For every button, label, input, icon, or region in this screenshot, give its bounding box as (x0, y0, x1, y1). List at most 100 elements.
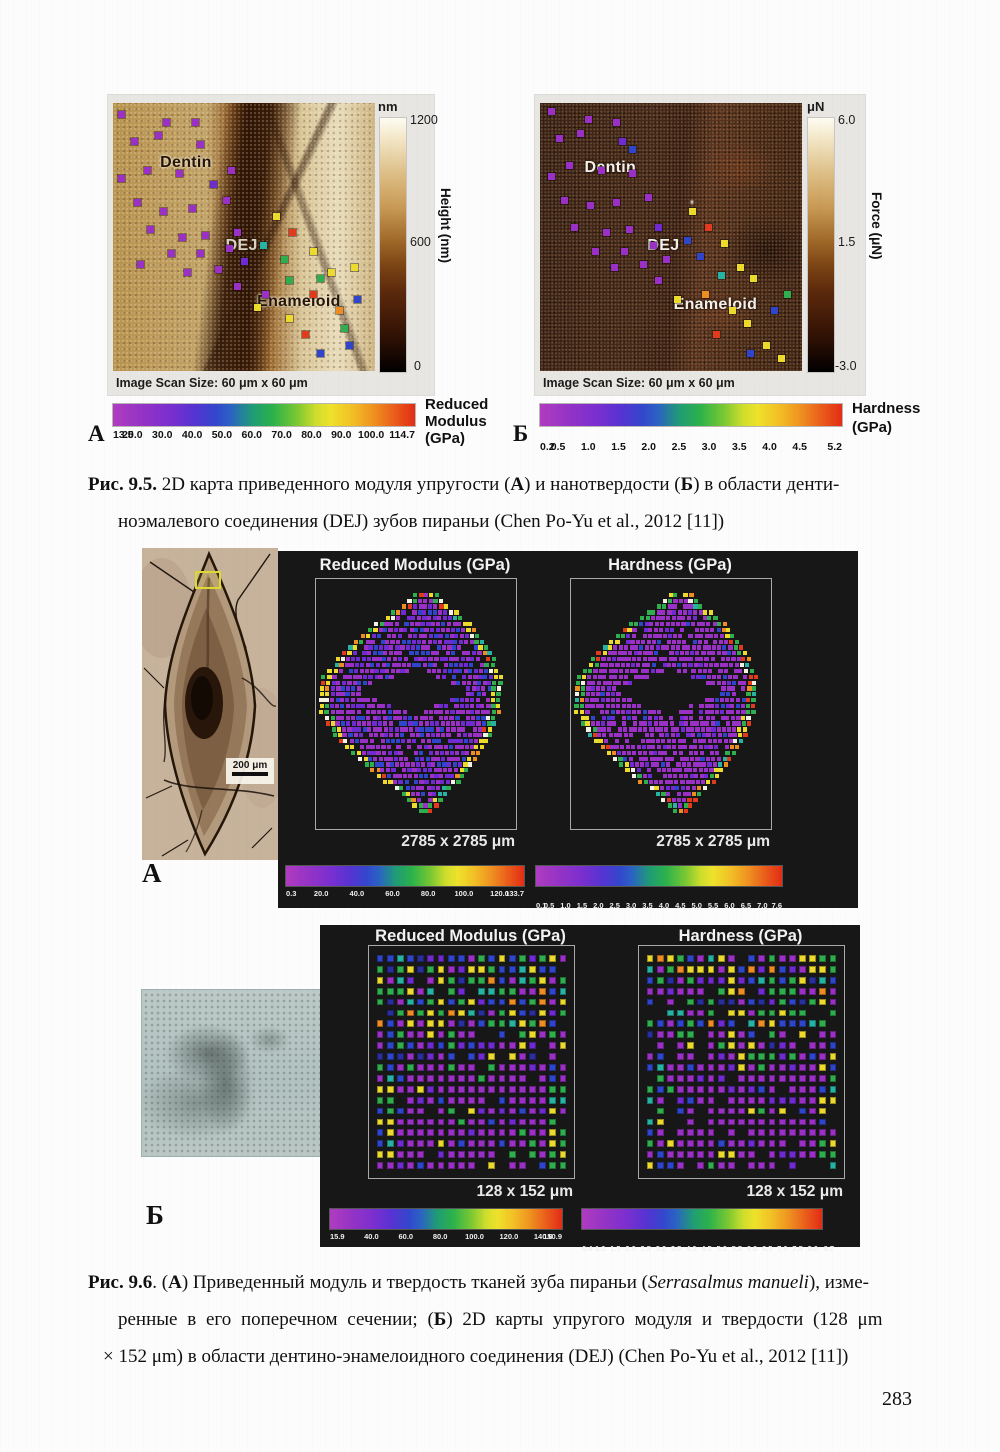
data-dot (470, 744, 475, 750)
data-dot (332, 680, 337, 685)
data-dot (729, 662, 734, 668)
data-dot (668, 604, 673, 609)
data-dot (429, 774, 434, 779)
indent-marker (584, 116, 592, 124)
data-dot (799, 1129, 806, 1137)
data-dot (539, 955, 546, 962)
data-dot (788, 1162, 796, 1169)
data-dot (412, 592, 417, 597)
data-dot (339, 662, 344, 668)
caption-segment: Б (680, 474, 694, 495)
data-dot (430, 733, 436, 738)
indent-marker (144, 167, 152, 175)
data-dot (740, 662, 745, 668)
data-dot (699, 703, 704, 709)
data-dot (748, 1151, 756, 1159)
data-dot (646, 1085, 654, 1093)
data-dot (447, 1064, 455, 1071)
data-dot (319, 709, 324, 714)
data-dot (445, 651, 451, 656)
data-dot (722, 651, 727, 656)
data-dot (698, 739, 703, 744)
data-dot (768, 1140, 776, 1148)
data-dot (417, 955, 425, 962)
data-dot (381, 774, 386, 779)
data-dot (768, 1020, 776, 1028)
reduced-modulus-dotmap (315, 578, 517, 830)
data-dot (488, 1064, 496, 1071)
data-dot (829, 1140, 837, 1148)
data-dot (741, 698, 746, 703)
fig96b-maps-panel: Reduced Modulus (GPa) 128 x 152 μm Hardn… (320, 925, 860, 1253)
data-dot (658, 727, 664, 732)
data-dot (423, 657, 428, 662)
afm-force-image: Dentin DEJ Enameloid (540, 103, 802, 371)
data-dot (639, 674, 644, 679)
data-dot (444, 774, 450, 779)
data-dot (432, 662, 437, 668)
data-dot (619, 674, 624, 679)
data-dot (679, 627, 684, 633)
data-dot (417, 998, 425, 1006)
data-dot (396, 1118, 404, 1126)
data-dot (748, 955, 756, 962)
data-dot (727, 1053, 735, 1060)
data-dot (401, 604, 406, 609)
data-dot (687, 1085, 695, 1093)
data-dot (723, 668, 728, 673)
data-dot (447, 1042, 455, 1050)
data-dot (437, 1096, 445, 1104)
data-dot (539, 1151, 546, 1159)
data-dot (329, 698, 334, 703)
data-dot (721, 727, 727, 732)
data-dot (447, 1096, 455, 1104)
data-dot (430, 622, 436, 627)
data-dot (634, 668, 639, 673)
data-dot (456, 627, 461, 633)
data-dot (650, 762, 655, 767)
data-dot (394, 785, 399, 790)
data-dot (412, 662, 417, 668)
data-dot (652, 639, 657, 644)
data-dot (679, 709, 684, 714)
indent-marker (744, 320, 752, 328)
data-dot (638, 645, 644, 650)
tick-label: 6.0 (746, 1244, 758, 1253)
data-dot (366, 715, 371, 720)
data-dot (334, 703, 340, 709)
indent-marker (118, 111, 126, 119)
data-dot (406, 739, 412, 744)
reduced-modulus-ticks: 13.5 20.0 30.0 40.0 50.0 60.0 70.0 80.0 90.0 100.… (113, 429, 415, 441)
data-dot (748, 1009, 756, 1017)
data-dot (788, 1074, 796, 1082)
data-dot (496, 692, 501, 697)
data-dot (447, 1085, 455, 1093)
data-dot (677, 1107, 684, 1115)
data-dot (381, 744, 386, 750)
tick-label: 100.0 (357, 429, 385, 441)
data-dot (702, 733, 707, 738)
data-dot (677, 616, 682, 621)
data-dot (468, 1074, 475, 1082)
data-dot (376, 709, 381, 714)
indent-marker (770, 306, 778, 314)
data-dot (422, 616, 427, 621)
data-dot (358, 674, 363, 679)
data-dot (660, 668, 665, 673)
data-dot (386, 1118, 394, 1126)
data-dot (669, 779, 674, 785)
data-dot (741, 686, 746, 691)
caption-segment: Б (433, 1309, 447, 1330)
data-dot (468, 1140, 475, 1148)
data-dot (457, 1031, 465, 1039)
data-dot (707, 668, 712, 673)
data-dot (478, 955, 486, 962)
data-dot (656, 744, 662, 750)
indent-marker (233, 228, 241, 236)
data-dot (370, 744, 375, 750)
tick-label: 1.5 (611, 441, 626, 453)
data-dot (444, 750, 449, 755)
data-dot (437, 955, 445, 962)
data-dot (688, 703, 693, 709)
tick-label: 0.5 (550, 441, 566, 453)
